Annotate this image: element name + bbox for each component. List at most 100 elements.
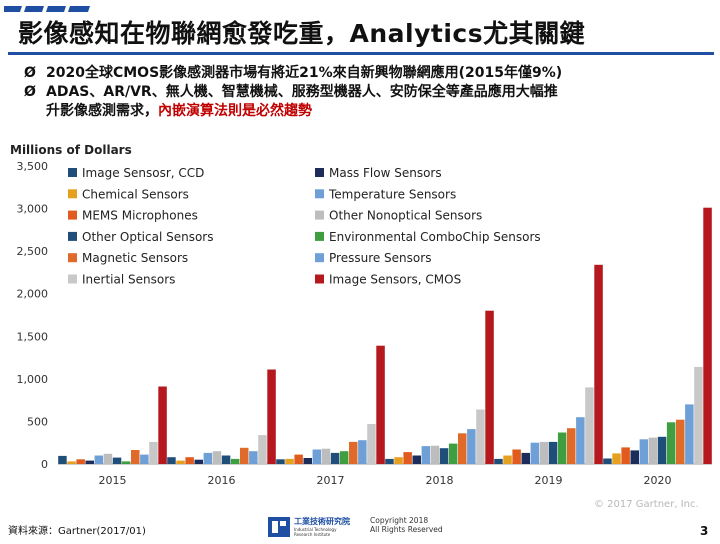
- bar: [140, 454, 149, 464]
- bar: [185, 457, 194, 464]
- bar: [376, 345, 385, 464]
- legend-label: Other Optical Sensors: [82, 230, 213, 244]
- sensor-revenue-chart: 0 500 1,000 1,500 2,000 2,500 3,000 3,500 2015 20…: [17, 160, 712, 487]
- bar: [476, 409, 485, 464]
- legend-label: Other Nonoptical Sensors: [329, 209, 482, 223]
- bar: [94, 455, 104, 464]
- y-tick-label: 2,500: [17, 245, 49, 258]
- legend-label: Image Sensors, CMOS: [329, 273, 461, 287]
- bar: [276, 459, 285, 464]
- legend-label: Inertial Sensors: [82, 273, 175, 287]
- bar: [267, 369, 276, 464]
- bar: [149, 441, 158, 464]
- bar: [212, 451, 222, 464]
- bar: [249, 451, 258, 464]
- itri-logo-icon: [268, 517, 290, 537]
- legend-swatch: [68, 189, 77, 199]
- bullet-text: 2020全球CMOS影像感測器市場有將近21%來自新興物聯網應用(2015年僅9…: [46, 65, 563, 81]
- bar: [448, 443, 458, 464]
- legend-label: Magnetic Sensors: [82, 251, 188, 265]
- legend-label: MEMS Microphones: [82, 209, 198, 223]
- bar: [203, 452, 213, 464]
- legend-swatch: [315, 189, 324, 199]
- bullet-arrow-icon: Ø: [24, 84, 36, 100]
- bar: [158, 386, 167, 464]
- bar: [594, 264, 603, 464]
- bar: [176, 460, 185, 464]
- y-tick-label: 1,500: [17, 330, 49, 343]
- bar: [112, 457, 122, 464]
- bar: [349, 441, 358, 464]
- bar: [240, 447, 249, 464]
- bar: [385, 458, 394, 464]
- x-tick-label: 2017: [317, 474, 345, 487]
- bar: [458, 433, 467, 464]
- bar: [603, 458, 612, 464]
- legend-swatch: [68, 168, 77, 177]
- bar: [367, 424, 376, 464]
- legend-swatch: [68, 253, 77, 263]
- bar: [321, 448, 331, 464]
- bar: [394, 457, 403, 464]
- bar: [676, 419, 685, 464]
- bar: [58, 455, 67, 464]
- itri-name: 工業技術研究院: [294, 517, 350, 526]
- bullet-text: ADAS、AR/VR、無人機、智慧機械、服務型機器人、安防保全等產品應用大幅推 …: [46, 83, 558, 121]
- bar: [485, 310, 494, 464]
- bar: [694, 366, 703, 464]
- bullet-list: Ø 2020全球CMOS影像感測器市場有將近21%來自新興物聯網應用(2015年…: [24, 64, 562, 121]
- bullet-text-line2: 升影像感測需求，內嵌演算法則是必然趨勢: [46, 103, 312, 119]
- x-tick-label: 2015: [99, 474, 127, 487]
- legend-swatch: [68, 210, 77, 220]
- copyright-line1: Copyright 2018: [370, 516, 429, 525]
- bar: [557, 432, 567, 464]
- legend-swatch: [315, 210, 324, 220]
- bar: [103, 453, 113, 464]
- x-tick-label: 2016: [208, 474, 236, 487]
- bar: [521, 452, 530, 464]
- bullet-item: Ø ADAS、AR/VR、無人機、智慧機械、服務型機器人、安防保全等產品應用大幅…: [24, 83, 562, 121]
- bar: [585, 387, 594, 464]
- bar: [648, 437, 658, 464]
- legend-label: Image Sensosr, CCD: [82, 166, 204, 180]
- bar: [85, 460, 94, 464]
- legend-label: Pressure Sensors: [329, 251, 431, 265]
- bar: [121, 461, 131, 464]
- bar: [503, 455, 512, 464]
- legend-swatch: [315, 274, 324, 284]
- bar: [285, 458, 294, 464]
- bar: [630, 450, 639, 464]
- bar: [567, 428, 576, 464]
- legend-swatch: [68, 274, 77, 284]
- bar: [685, 404, 694, 464]
- legend-label: Chemical Sensors: [82, 187, 189, 201]
- bar: [258, 435, 267, 464]
- y-tick-label: 3,500: [17, 160, 49, 173]
- page-title: 影像感知在物聯網愈發吃重，Analytics尤其關鍵: [18, 19, 586, 48]
- bar: [539, 441, 549, 464]
- bar: [621, 447, 630, 464]
- bar: [639, 439, 649, 464]
- bullet-text-highlight: 內嵌演算法則是必然趨勢: [158, 103, 312, 119]
- bar: [339, 451, 349, 464]
- bar: [303, 458, 312, 464]
- itri-footer-logo: 工業技術研究院 Industrial Technology Research I…: [268, 514, 368, 540]
- chart-watermark: © 2017 Gartner, Inc.: [594, 499, 699, 510]
- bar: [312, 449, 322, 464]
- bar: [548, 441, 558, 464]
- bar: [657, 436, 667, 464]
- bar: [67, 461, 76, 464]
- footer-copyright: Copyright 2018 All Rights Reserved: [370, 516, 443, 534]
- x-tick-label: 2019: [535, 474, 563, 487]
- bullet-item: Ø 2020全球CMOS影像感測器市場有將近21%來自新興物聯網應用(2015年…: [24, 64, 562, 83]
- copyright-line2: All Rights Reserved: [370, 525, 443, 534]
- bar: [512, 449, 521, 464]
- legend-swatch: [315, 168, 324, 177]
- legend-swatch: [315, 253, 324, 263]
- bar: [430, 445, 440, 464]
- chart-title: Millions of Dollars: [10, 143, 132, 157]
- legend-swatch: [68, 231, 77, 241]
- bar: [612, 453, 621, 464]
- bar: [467, 429, 476, 464]
- bar: [530, 442, 540, 464]
